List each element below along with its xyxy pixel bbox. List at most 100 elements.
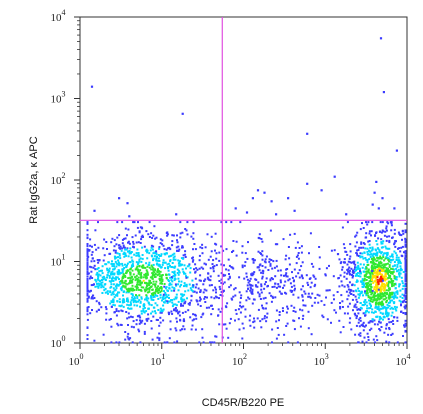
- data-point: [372, 338, 375, 341]
- data-point: [399, 295, 402, 298]
- data-point: [271, 295, 274, 298]
- data-point: [363, 279, 366, 282]
- data-point: [126, 247, 129, 250]
- data-point: [201, 243, 204, 246]
- data-point: [399, 250, 402, 253]
- data-point: [129, 247, 132, 250]
- data-point: [344, 261, 346, 264]
- data-point: [179, 263, 182, 266]
- data-point: [97, 246, 100, 249]
- data-point: [168, 313, 170, 316]
- data-point: [363, 284, 366, 287]
- data-point: [274, 275, 277, 278]
- data-point: [399, 233, 402, 236]
- data-point: [147, 301, 150, 304]
- data-point: [380, 241, 383, 244]
- data-point: [131, 269, 134, 272]
- data-point: [219, 310, 222, 313]
- data-point: [353, 262, 356, 265]
- data-point: [404, 341, 407, 344]
- data-point: [368, 253, 371, 256]
- data-point: [118, 264, 121, 267]
- data-point: [355, 290, 358, 293]
- data-point: [118, 304, 121, 307]
- data-point: [274, 243, 277, 246]
- data-point: [278, 311, 281, 313]
- data-point: [135, 323, 138, 326]
- data-point: [86, 306, 89, 309]
- data-point: [371, 318, 374, 321]
- data-point: [188, 263, 191, 266]
- data-point: [86, 279, 89, 282]
- data-point: [136, 226, 139, 229]
- data-point: [164, 299, 167, 302]
- data-point: [159, 316, 162, 319]
- data-point: [347, 288, 350, 291]
- data-point: [181, 245, 184, 248]
- data-point: [276, 243, 279, 246]
- data-point: [354, 274, 357, 277]
- data-point: [354, 303, 357, 306]
- data-point: [153, 255, 156, 258]
- data-point: [386, 299, 388, 302]
- data-point: [347, 260, 350, 263]
- data-point: [386, 303, 389, 306]
- data-point: [244, 308, 247, 311]
- data-point: [397, 256, 400, 259]
- data-point: [392, 284, 395, 287]
- data-point: [380, 278, 383, 281]
- data-point: [383, 285, 386, 287]
- data-point: [136, 265, 139, 268]
- data-point: [157, 288, 160, 291]
- data-point: [107, 261, 110, 264]
- data-point: [388, 292, 391, 295]
- data-point: [106, 290, 109, 293]
- data-point: [387, 306, 390, 309]
- data-point: [357, 308, 360, 311]
- data-point: [194, 286, 197, 289]
- data-point: [174, 277, 176, 280]
- data-point: [240, 294, 243, 297]
- data-point: [152, 252, 155, 255]
- data-point: [115, 341, 118, 344]
- outlier-point: [275, 213, 278, 216]
- data-point: [360, 324, 363, 327]
- data-point: [376, 266, 379, 269]
- data-point: [404, 295, 407, 297]
- data-point: [303, 290, 306, 293]
- data-point: [392, 323, 395, 325]
- data-point: [266, 312, 269, 315]
- data-point: [362, 329, 365, 332]
- data-point: [388, 341, 391, 344]
- data-point: [97, 221, 99, 224]
- data-point: [198, 267, 201, 270]
- data-point: [380, 280, 383, 283]
- data-point: [246, 278, 249, 281]
- data-point: [137, 328, 140, 331]
- data-point: [393, 232, 396, 235]
- data-point: [378, 264, 381, 267]
- data-point: [152, 234, 155, 237]
- data-point: [86, 250, 89, 253]
- data-point: [340, 280, 343, 283]
- data-point: [254, 284, 257, 287]
- data-point: [370, 271, 373, 274]
- data-point: [206, 296, 208, 299]
- data-point: [404, 262, 407, 265]
- data-point: [251, 258, 254, 261]
- data-point: [346, 272, 349, 275]
- data-point: [368, 302, 371, 305]
- data-point: [283, 284, 286, 287]
- data-point: [354, 235, 357, 238]
- data-point: [135, 252, 138, 255]
- data-point: [311, 304, 314, 307]
- data-point: [394, 276, 397, 279]
- data-point: [363, 277, 366, 280]
- data-point: [150, 295, 153, 297]
- data-point: [243, 264, 246, 267]
- data-point: [106, 276, 108, 279]
- data-point: [142, 286, 145, 289]
- data-point: [367, 296, 370, 299]
- data-point: [173, 308, 176, 311]
- data-point: [189, 267, 192, 270]
